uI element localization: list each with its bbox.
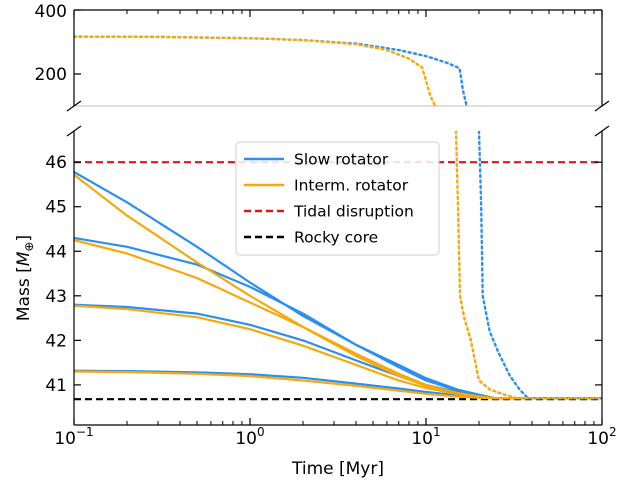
bottom-panel-frame: [73, 131, 603, 426]
series-line-8: [74, 370, 602, 400]
y-tick-label: 42: [45, 331, 67, 351]
y-tick-label: 41: [45, 376, 67, 396]
x-tick-label: 102: [587, 425, 616, 449]
legend-label: Slow rotator: [294, 151, 389, 169]
series-line-10: [477, 131, 602, 400]
y-tick-label-top: 400: [35, 2, 67, 22]
legend-label: Tidal disruption: [293, 203, 414, 221]
axis-break-marks: [66, 100, 610, 137]
legend-box: [235, 141, 440, 256]
legend-label: Rocky core: [294, 229, 378, 247]
y-tick-label-top: 200: [35, 65, 67, 85]
legend: Slow rotator Interm. rotator Tidal disrupt…: [235, 141, 440, 256]
tick-labels: 10−1 100 101 102 41 42 43 44 45 46 200 400: [35, 2, 617, 449]
y-tick-label: 46: [45, 153, 67, 173]
series-line-11: [74, 35, 437, 106]
top-panel-series: [74, 35, 468, 106]
series-line-9: [74, 35, 468, 106]
y-tick-label: 45: [45, 198, 67, 218]
legend-label: Interm. rotator: [294, 177, 409, 195]
y-tick-label: 44: [45, 242, 67, 262]
x-tick-label: 101: [411, 425, 440, 449]
x-tick-label: 100: [235, 425, 264, 449]
series-line-6: [74, 239, 602, 400]
bottom-panel-series: [74, 131, 602, 400]
top-panel-frame: [73, 9, 603, 106]
x-tick-label: 10−1: [54, 425, 93, 449]
series-line-12: [454, 131, 602, 400]
x-axis-label: Time [Myr]: [291, 459, 384, 479]
y-axis-label: Mass [M⊕]: [14, 235, 36, 321]
axis-ticks: [73, 9, 603, 425]
y-tick-label: 43: [45, 287, 67, 307]
